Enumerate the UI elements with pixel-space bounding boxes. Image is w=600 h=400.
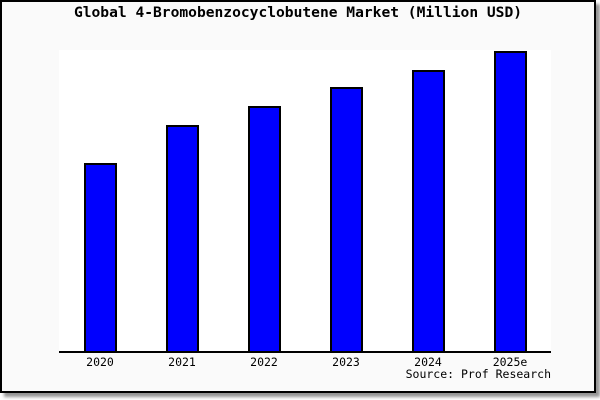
chart-window: Global 4-Bromobenzocyclobutene Market (M… [0,0,596,393]
x-tick-label-2020: 2020 [86,355,114,369]
x-tick-label-2025e: 2025e [492,355,528,369]
bar-2025e [493,51,527,351]
bar-2021 [165,125,199,351]
bar-2023 [329,87,363,351]
x-tick-label-2024: 2024 [414,355,442,369]
chart-title: Global 4-Bromobenzocyclobutene Market (M… [73,4,523,21]
plot-area [59,50,551,353]
bar-2024 [411,70,445,351]
x-tick-label-2021: 2021 [168,355,196,369]
x-tick-label-2022: 2022 [250,355,278,369]
x-axis-labels: 2020 2021 2022 2023 2024 2025e [59,355,551,369]
x-tick-label-2023: 2023 [332,355,360,369]
bars-container [59,50,551,351]
bar-2020 [83,163,117,351]
bar-2022 [247,106,281,351]
source-credit: Source: Prof Research [405,367,551,381]
